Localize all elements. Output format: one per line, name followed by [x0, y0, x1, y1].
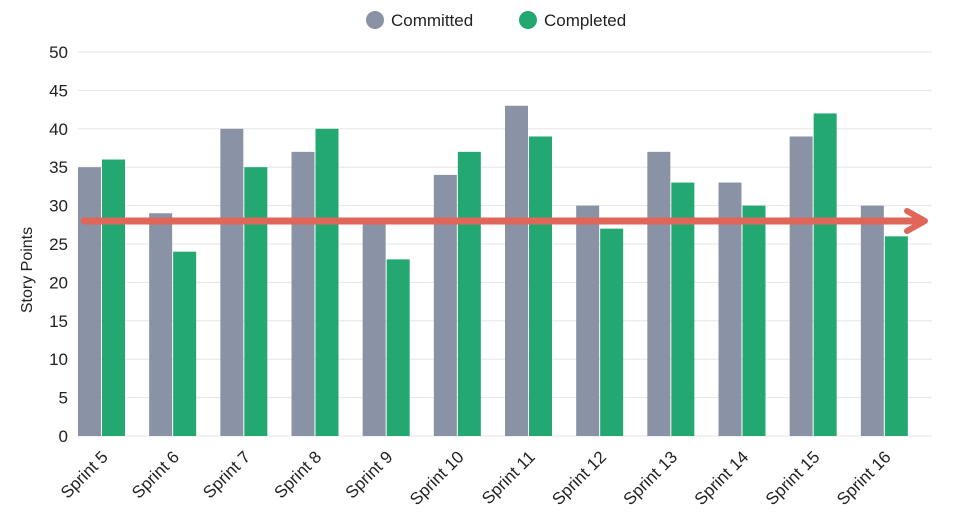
bar-committed — [291, 151, 315, 436]
x-tick-label: Sprint 7 — [199, 447, 254, 502]
bar-committed — [78, 167, 101, 436]
y-axis-title: Story Points — [19, 227, 36, 313]
bar-completed — [742, 205, 766, 436]
bar-committed — [647, 151, 671, 436]
x-tick-label: Sprint 13 — [620, 447, 682, 509]
bar-completed — [173, 251, 197, 436]
bar-committed — [576, 205, 600, 436]
trend-arrow-head — [904, 207, 928, 234]
x-tick-label: Sprint 5 — [57, 447, 112, 502]
bar-committed — [505, 105, 528, 436]
legend: Committed Completed — [366, 11, 626, 30]
bar-completed — [102, 159, 125, 436]
legend-label-completed: Completed — [544, 11, 626, 30]
bar-completed — [884, 236, 908, 436]
y-tick-label: 5 — [59, 389, 68, 408]
x-tick-label: Sprint 12 — [548, 447, 610, 509]
bar-completed — [600, 228, 624, 436]
x-tick-label: Sprint 11 — [478, 447, 539, 508]
x-tick-label: Sprint 9 — [342, 447, 397, 502]
trend-arrow — [80, 207, 928, 234]
bar-committed — [149, 213, 173, 436]
bar-committed — [860, 205, 884, 436]
bar-committed — [362, 220, 386, 436]
bar-completed — [671, 182, 695, 436]
bar-committed — [718, 182, 742, 436]
y-tick-label: 15 — [49, 312, 68, 331]
y-tick-label: 35 — [49, 158, 68, 177]
y-tick-label: 20 — [49, 273, 68, 292]
y-tick-label: 50 — [49, 43, 68, 62]
bar-committed — [220, 128, 244, 437]
x-tick-label: Sprint 15 — [762, 447, 824, 509]
y-axis: 0 5 10 15 20 25 30 35 40 45 50 — [49, 43, 68, 446]
bar-completed — [386, 259, 410, 436]
y-tick-label: 10 — [49, 350, 68, 369]
x-tick-label: Sprint 6 — [128, 447, 183, 502]
bars — [78, 105, 908, 437]
x-tick-label: Sprint 14 — [691, 447, 753, 509]
y-tick-label: 25 — [49, 235, 68, 254]
bar-committed — [789, 136, 813, 437]
bar-completed — [315, 128, 339, 437]
bar-committed — [433, 174, 457, 436]
bar-completed — [813, 113, 837, 436]
legend-label-committed: Committed — [391, 11, 473, 30]
x-axis: Sprint 5 Sprint 6 Sprint 7 Sprint 8 Sprint 9… — [57, 447, 895, 509]
bar-completed — [529, 136, 552, 437]
y-tick-label: 45 — [49, 81, 68, 100]
y-tick-label: 40 — [49, 120, 68, 139]
legend-marker-committed — [366, 11, 384, 29]
x-tick-label: Sprint 8 — [270, 447, 325, 502]
x-tick-label: Sprint 16 — [833, 447, 895, 509]
bar-completed — [457, 151, 481, 436]
x-tick-label: Sprint 10 — [406, 447, 468, 509]
y-tick-label: 30 — [49, 197, 68, 216]
y-tick-label: 0 — [59, 427, 68, 446]
bar-completed — [244, 167, 268, 436]
legend-marker-completed — [519, 11, 537, 29]
